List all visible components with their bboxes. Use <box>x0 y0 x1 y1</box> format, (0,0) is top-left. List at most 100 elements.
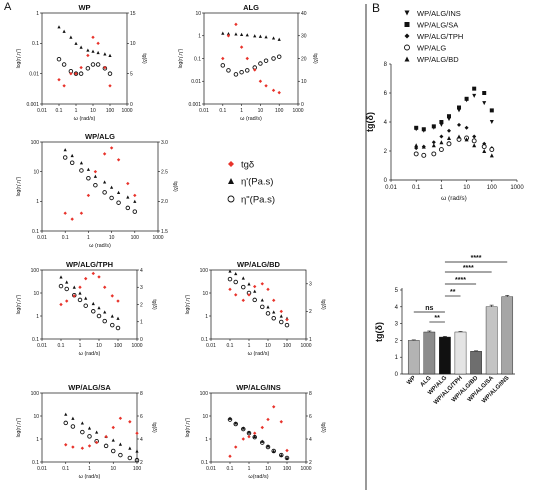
data-point-eta1 <box>272 310 276 314</box>
x-tick-label: 0.01 <box>37 108 47 114</box>
data-point-eta1 <box>84 296 88 300</box>
data-point-eta2 <box>271 56 276 61</box>
data-point-tan <box>247 435 251 439</box>
data-point-eta2 <box>70 424 76 429</box>
data-point-eta2 <box>220 63 226 68</box>
data-point-tan <box>241 437 245 441</box>
data-point-eta2 <box>95 62 101 67</box>
data-point-eta2 <box>87 434 92 439</box>
data-point-eta2 <box>110 322 115 328</box>
data-point-tan <box>64 443 68 447</box>
y-tick-label: 2 <box>384 149 388 155</box>
data-point-eta1 <box>247 430 251 434</box>
x-tick-label: 0.01 <box>206 343 216 349</box>
data-point-tan <box>272 298 276 303</box>
x-axis-label: ω (rad/s) <box>74 116 96 122</box>
y-axis-label: log(η',η") <box>185 417 191 437</box>
data-point-tan <box>94 440 99 445</box>
data-point <box>431 140 436 145</box>
y-tick-label: 1 <box>205 437 208 443</box>
data-point <box>489 120 494 124</box>
y2-tick-label: 20 <box>301 56 307 62</box>
x-tick-label: 100 <box>106 108 115 114</box>
data-point-eta1 <box>103 310 107 314</box>
y2-tick-label: 10 <box>301 79 307 85</box>
data-point-tan <box>74 71 78 76</box>
x-tick-label: 0.1 <box>58 343 65 349</box>
data-point-eta1 <box>135 449 139 453</box>
data-point-eta1 <box>59 275 63 279</box>
data-point-tan <box>258 79 263 83</box>
y2-axis-label: tg(δ) <box>320 422 326 433</box>
data-point-eta1 <box>116 190 121 195</box>
x-tick-label: 10 <box>463 185 470 191</box>
data-point-eta1 <box>62 29 66 33</box>
y-tick-label: 100 <box>31 140 40 146</box>
y2-tick-label: 1 <box>309 337 312 343</box>
data-point <box>482 101 487 106</box>
data-point-eta2 <box>233 279 238 285</box>
significance-label: **** <box>471 255 482 262</box>
y-tick-label: 10 <box>202 414 208 420</box>
y2-axis-label: tg(δ) <box>312 53 318 64</box>
y2-tick-label: 3.0 <box>161 140 168 146</box>
y-axis-label: log(η',η") <box>16 294 22 314</box>
panel-label-b: B <box>372 1 380 15</box>
series-WP/ALG/INS <box>414 93 494 133</box>
y-tick-label: 5 <box>395 288 399 294</box>
y-tick-label: 100 <box>31 268 40 274</box>
data-point-eta2 <box>118 452 123 458</box>
y-tick-label: 100 <box>200 391 209 397</box>
x-tick-label: 1000 <box>300 466 311 472</box>
data-point-eta2 <box>115 325 121 331</box>
data-point-eta1 <box>65 280 69 284</box>
data-point-eta2 <box>78 71 84 76</box>
data-point-eta1 <box>86 48 90 52</box>
data-point-eta2 <box>85 66 91 71</box>
data-point-eta1 <box>79 45 83 49</box>
data-point-eta2 <box>279 452 284 458</box>
x-tick-label: 1 <box>75 108 78 114</box>
significance-label: ** <box>450 289 456 296</box>
tan-delta-line-chart: WP/ALG/INS WP/ALG/SA WP/ALG/TPH WP/ALG WP/AL… <box>365 9 524 202</box>
plot-frame <box>41 141 159 232</box>
data-point-eta1 <box>128 446 132 450</box>
legend-a-label: η"(Pa.s) <box>241 195 275 206</box>
data-point-tan <box>63 211 67 215</box>
data-point-tan <box>97 275 101 279</box>
data-point-tan <box>271 88 276 93</box>
data-point-eta2 <box>252 297 257 303</box>
y2-tick-label: 8 <box>309 391 312 397</box>
legend-b-marker <box>404 10 410 16</box>
y-tick-label: 1 <box>36 11 39 17</box>
data-point-eta2 <box>252 434 257 440</box>
data-point-eta1 <box>64 412 68 416</box>
y-tick-label: 0.1 <box>32 41 39 47</box>
legend-a: tgδ η'(Pa.s) η"(Pa.s) <box>227 160 275 206</box>
x-tick-label: 0.1 <box>219 108 226 114</box>
data-point-eta1 <box>110 185 114 189</box>
data-point-eta1 <box>253 34 257 38</box>
data-point-tan <box>128 420 132 424</box>
data-point-eta1 <box>266 305 270 309</box>
legend-b-marker <box>404 33 410 39</box>
x-tick-label: 10 <box>96 343 102 349</box>
data-point-eta1 <box>126 195 130 199</box>
data-point <box>489 153 494 158</box>
x-tick-label: 0.1 <box>56 108 63 114</box>
y-tick-label: 0 <box>384 178 388 184</box>
data-point-eta1 <box>221 31 225 35</box>
data-point-tan <box>109 146 114 150</box>
x-tick-label: 0.01 <box>37 466 47 472</box>
y-tick-label: 0 <box>395 372 399 378</box>
y-axis-label: tg(δ) <box>365 112 375 132</box>
data-point <box>421 127 426 132</box>
data-point-tan <box>103 65 107 70</box>
data-point-tan <box>260 425 264 430</box>
data-point-eta2 <box>93 182 98 188</box>
legend-b: WP/ALG/INS WP/ALG/SA WP/ALG/TPH WP/ALG WP/AL… <box>404 9 463 64</box>
data-point-tan <box>102 152 107 156</box>
